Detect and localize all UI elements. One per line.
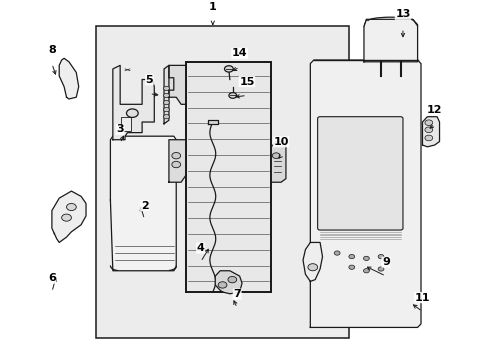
Circle shape <box>163 100 169 105</box>
Circle shape <box>163 93 169 98</box>
Circle shape <box>348 255 354 259</box>
Text: 4: 4 <box>196 243 204 253</box>
FancyBboxPatch shape <box>96 26 348 338</box>
Text: 12: 12 <box>426 105 442 115</box>
Text: 13: 13 <box>394 9 410 19</box>
Text: 2: 2 <box>141 201 148 211</box>
Circle shape <box>163 108 169 112</box>
Text: 1: 1 <box>208 2 216 12</box>
Polygon shape <box>303 242 322 282</box>
Text: 5: 5 <box>145 75 153 85</box>
Circle shape <box>163 114 169 119</box>
Polygon shape <box>52 191 86 242</box>
Text: 10: 10 <box>273 137 288 147</box>
Circle shape <box>363 256 368 261</box>
Circle shape <box>424 120 432 126</box>
Circle shape <box>227 276 236 283</box>
Polygon shape <box>163 66 173 124</box>
Polygon shape <box>215 271 242 294</box>
Text: 6: 6 <box>48 273 56 283</box>
Polygon shape <box>168 140 185 182</box>
Circle shape <box>377 255 383 259</box>
Circle shape <box>218 282 226 288</box>
Circle shape <box>424 127 432 132</box>
Circle shape <box>424 135 432 141</box>
Polygon shape <box>271 141 285 182</box>
Text: 11: 11 <box>414 293 429 303</box>
Text: 7: 7 <box>233 289 241 299</box>
Circle shape <box>61 214 71 221</box>
Text: 8: 8 <box>48 45 56 55</box>
Polygon shape <box>113 66 154 140</box>
Circle shape <box>333 251 339 255</box>
Circle shape <box>272 153 280 158</box>
Text: 9: 9 <box>381 257 389 267</box>
Polygon shape <box>363 19 417 62</box>
Circle shape <box>163 86 169 90</box>
Circle shape <box>363 269 368 273</box>
Circle shape <box>307 264 317 271</box>
FancyBboxPatch shape <box>185 62 271 292</box>
Circle shape <box>348 265 354 269</box>
Circle shape <box>126 109 138 117</box>
Polygon shape <box>207 120 217 124</box>
Circle shape <box>224 66 233 72</box>
FancyBboxPatch shape <box>121 117 131 131</box>
Polygon shape <box>422 117 439 147</box>
Circle shape <box>171 161 180 168</box>
FancyBboxPatch shape <box>317 117 402 230</box>
Text: 15: 15 <box>239 77 254 87</box>
Polygon shape <box>110 136 176 271</box>
Circle shape <box>66 203 76 211</box>
Polygon shape <box>168 66 185 104</box>
Circle shape <box>171 153 180 159</box>
Circle shape <box>228 93 236 98</box>
Text: 3: 3 <box>116 125 124 134</box>
Polygon shape <box>310 60 420 328</box>
Text: 14: 14 <box>231 48 247 58</box>
Polygon shape <box>59 58 79 99</box>
Circle shape <box>377 267 383 271</box>
